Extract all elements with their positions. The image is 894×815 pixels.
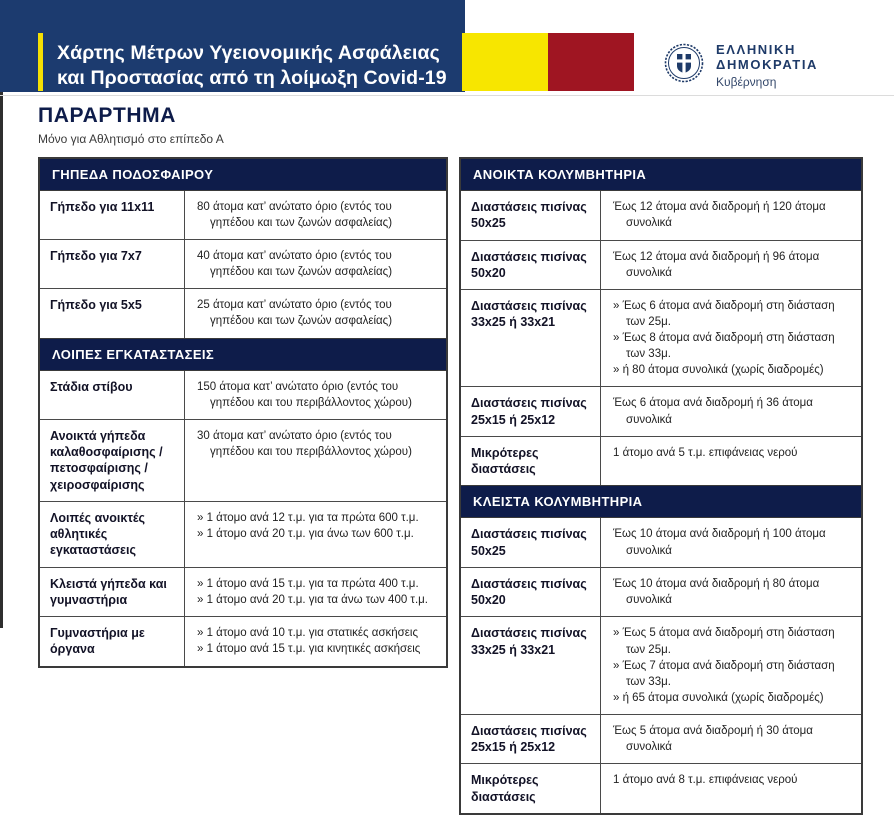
row-value: » 1 άτομο ανά 12 τ.μ. για τα πρώτα 600 τ… bbox=[197, 511, 419, 540]
table-row: Γυμναστήρια με όργανα » 1 άτομο ανά 10 τ… bbox=[40, 617, 446, 666]
table-row: Λοιπές ανοικτές αθλητικές εγκαταστάσεις … bbox=[40, 501, 446, 568]
row-value: Έως 10 άτομα ανά διαδρομή ή 80 άτομα συν… bbox=[613, 577, 820, 607]
row-label: Λοιπές ανοικτές αθλητικές εγκαταστάσεις bbox=[40, 501, 185, 567]
row-label: Μικρότερες διαστάσεις bbox=[461, 764, 601, 813]
row-value: Έως 10 άτομα ανά διαδρομή ή 100 άτομα συ… bbox=[613, 528, 826, 557]
table-row: Ανοικτά γήπεδα καλαθοσφαίρισης / πετοσφα… bbox=[40, 419, 446, 502]
table-row: Διαστάσεις πισίνας 33x25 ή 33x21 » Έως 5… bbox=[461, 617, 861, 715]
hellenic-republic-emblem-icon bbox=[664, 43, 704, 88]
row-value: » 1 άτομο ανά 15 τ.μ. για τα πρώτα 400 τ… bbox=[197, 577, 428, 606]
table-row: Γήπεδο για 11x11 80 άτομα κατ’ ανώτατο ό… bbox=[40, 191, 446, 241]
logo-title: ΕΛΛΗΝΙΚΗ ΔΗΜΟΚΡΑΤΙΑ bbox=[716, 42, 819, 72]
row-label: Γυμναστήρια με όργανα bbox=[40, 617, 185, 666]
table-row: Στάδια στίβου 150 άτομα κατ’ ανώτατο όρι… bbox=[40, 370, 446, 420]
row-label: Διαστάσεις πισίνας 25x15 ή 25x12 bbox=[461, 714, 601, 764]
table-row: Μικρότερες διαστάσεις 1 άτομο ανά 8 τ.μ.… bbox=[461, 764, 861, 813]
section-header-other-facilities: ΛΟΙΠΕΣ ΕΓΚΑΤΑΣΤΑΣΕΙΣ bbox=[40, 337, 446, 371]
table-row: Διαστάσεις πισίνας 50x20 Έως 12 άτομα αν… bbox=[461, 240, 861, 290]
header-divider-line bbox=[0, 95, 894, 96]
row-value: Έως 6 άτομα ανά διαδρομή ή 36 άτομα συνο… bbox=[613, 397, 813, 426]
row-label: Διαστάσεις πισίνας 50x20 bbox=[461, 567, 601, 617]
row-label: Διαστάσεις πισίνας 33x25 ή 33x21 bbox=[461, 617, 601, 714]
row-value: 1 άτομο ανά 8 τ.μ. επιφάνειας νερού bbox=[613, 774, 798, 787]
row-label: Γήπεδο για 5x5 bbox=[40, 289, 185, 338]
color-block-red bbox=[548, 33, 634, 91]
row-label: Κλειστά γήπεδα και γυμναστήρια bbox=[40, 567, 185, 616]
row-label: Γήπεδο για 7x7 bbox=[40, 240, 185, 289]
row-value: 150 άτομα κατ’ ανώτατο όριο (εντός του γ… bbox=[197, 380, 412, 409]
color-block-yellow bbox=[462, 33, 548, 91]
table-row: Διαστάσεις πισίνας 25x15 ή 25x12 Έως 5 ά… bbox=[461, 714, 861, 765]
header-band: Χάρτης Μέτρων Υγειονομικής Ασφάλειας και… bbox=[0, 0, 465, 92]
section-header-closed-pools: ΚΛΕΙΣΤΑ ΚΟΛΥΜΒΗΤΗΡΙΑ bbox=[461, 485, 861, 519]
row-value: 1 άτομο ανά 5 τ.μ. επιφάνειας νερού bbox=[613, 446, 798, 459]
document-title: Χάρτης Μέτρων Υγειονομικής Ασφάλειας και… bbox=[57, 41, 447, 91]
table-row: Γήπεδο για 5x5 25 άτομα κατ’ ανώτατο όρι… bbox=[40, 289, 446, 338]
row-label: Μικρότερες διαστάσεις bbox=[461, 436, 601, 486]
logo-subtitle: Κυβέρνηση bbox=[716, 75, 777, 89]
table-row: Διαστάσεις πισίνας 50x20 Έως 10 άτομα αν… bbox=[461, 567, 861, 618]
page-title: ΠΑΡΑΡΤΗΜΑ bbox=[38, 104, 177, 127]
table-sports-facilities: ΓΗΠΕΔΑ ΠΟΔΟΣΦΑΙΡΟΥ Γήπεδο για 11x11 80 ά… bbox=[38, 157, 448, 668]
logo-text: ΕΛΛΗΝΙΚΗ ΔΗΜΟΚΡΑΤΙΑ Κυβέρνηση bbox=[716, 42, 894, 89]
document-title-line1: Χάρτης Μέτρων Υγειονομικής Ασφάλειας bbox=[57, 42, 440, 64]
table-row: Διαστάσεις πισίνας 25x15 ή 25x12 Έως 6 ά… bbox=[461, 387, 861, 437]
table-row: Διαστάσεις πισίνας 50x25 Έως 12 άτομα αν… bbox=[461, 191, 861, 241]
row-label: Διαστάσεις πισίνας 50x25 bbox=[461, 191, 601, 240]
row-label: Ανοικτά γήπεδα καλαθοσφαίρισης / πετοσφα… bbox=[40, 419, 185, 501]
row-label: Διαστάσεις πισίνας 25x15 ή 25x12 bbox=[461, 387, 601, 436]
table-row: Διαστάσεις πισίνας 33x25 ή 33x21 » Έως 6… bbox=[461, 290, 861, 388]
row-value: Έως 12 άτομα ανά διαδρομή ή 120 άτομα συ… bbox=[613, 201, 826, 230]
header-accent-bar bbox=[38, 33, 43, 91]
table-swimming-pools: ΑΝΟΙΚΤΑ ΚΟΛΥΜΒΗΤΗΡΙΑ Διαστάσεις πισίνας … bbox=[459, 157, 863, 815]
row-label: Διαστάσεις πισίνας 50x25 bbox=[461, 518, 601, 567]
table-row: Κλειστά γήπεδα και γυμναστήρια » 1 άτομο… bbox=[40, 567, 446, 617]
row-label: Διαστάσεις πισίνας 50x20 bbox=[461, 240, 601, 289]
table-row: Μικρότερες διαστάσεις 1 άτομο ανά 5 τ.μ.… bbox=[461, 436, 861, 486]
row-value: » 1 άτομο ανά 10 τ.μ. για στατικές ασκήσ… bbox=[197, 627, 421, 656]
government-logo: ΕΛΛΗΝΙΚΗ ΔΗΜΟΚΡΑΤΙΑ Κυβέρνηση bbox=[664, 42, 894, 89]
row-value: Έως 5 άτομα ανά διαδρομή ή 30 άτομα συνο… bbox=[613, 724, 813, 754]
section-header-open-pools: ΑΝΟΙΚΤΑ ΚΟΛΥΜΒΗΤΗΡΙΑ bbox=[461, 159, 861, 191]
row-value: 25 άτομα κατ’ ανώτατο όριο (εντός του γη… bbox=[197, 299, 393, 328]
table-row: Γήπεδο για 7x7 40 άτομα κατ’ ανώτατο όρι… bbox=[40, 240, 446, 290]
document-title-line2: και Προστασίας από τη λοίμωξη Covid-19 bbox=[57, 67, 447, 89]
row-value: 80 άτομα κατ’ ανώτατο όριο (εντός του γη… bbox=[197, 201, 393, 230]
table-row: Διαστάσεις πισίνας 50x25 Έως 10 άτομα αν… bbox=[461, 518, 861, 568]
row-value: » Έως 5 άτομα ανά διαδρομή στη διάσταση … bbox=[613, 627, 835, 704]
section-header-football-fields: ΓΗΠΕΔΑ ΠΟΔΟΣΦΑΙΡΟΥ bbox=[40, 159, 446, 191]
row-value: » Έως 6 άτομα ανά διαδρομή στη διάσταση … bbox=[613, 300, 835, 377]
row-value: 30 άτομα κατ’ ανώτατο όριο (εντός του γη… bbox=[197, 429, 412, 458]
page-subtitle: Μόνο για Αθλητισμό στο επίπεδο Α bbox=[38, 132, 224, 146]
row-value: 40 άτομα κατ’ ανώτατο όριο (εντός του γη… bbox=[197, 250, 393, 279]
row-value: Έως 12 άτομα ανά διαδρομή ή 96 άτομα συν… bbox=[613, 250, 820, 279]
row-label: Διαστάσεις πισίνας 33x25 ή 33x21 bbox=[461, 290, 601, 387]
row-label: Στάδια στίβου bbox=[40, 370, 185, 419]
page-left-border bbox=[0, 92, 3, 628]
row-label: Γήπεδο για 11x11 bbox=[40, 191, 185, 240]
